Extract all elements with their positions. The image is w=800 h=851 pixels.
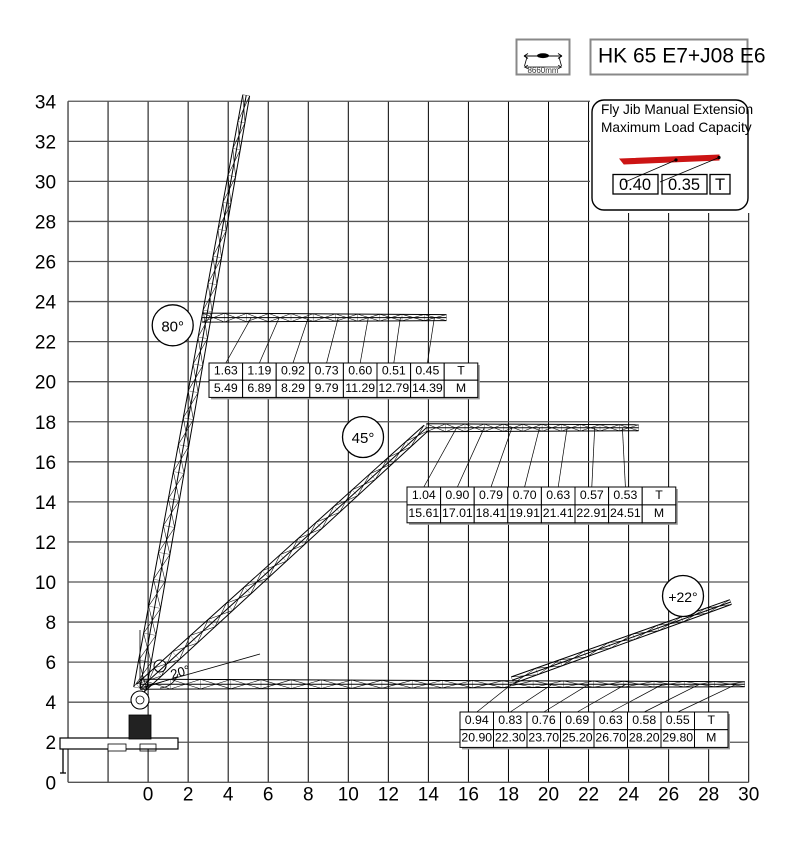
svg-text:18: 18: [35, 413, 56, 434]
svg-text:0.55: 0.55: [666, 713, 690, 727]
svg-text:12: 12: [378, 784, 399, 805]
svg-text:M: M: [706, 731, 716, 745]
svg-text:26.70: 26.70: [595, 731, 626, 745]
svg-text:8: 8: [45, 613, 56, 634]
svg-text:8: 8: [303, 784, 314, 805]
svg-text:0.79: 0.79: [479, 488, 503, 502]
svg-text:10: 10: [35, 573, 56, 594]
svg-text:Fly Jib Manual Extension: Fly Jib Manual Extension: [601, 102, 753, 117]
svg-text:29.80: 29.80: [662, 731, 693, 745]
svg-text:16: 16: [458, 784, 479, 805]
svg-text:23.70: 23.70: [528, 731, 559, 745]
svg-text:11.29: 11.29: [345, 381, 375, 395]
svg-text:28: 28: [35, 212, 56, 233]
svg-text:6: 6: [263, 784, 274, 805]
svg-text:8.29: 8.29: [281, 381, 305, 395]
svg-text:M: M: [654, 506, 664, 520]
svg-text:0: 0: [143, 784, 154, 805]
svg-text:0.40: 0.40: [619, 176, 651, 194]
svg-text:34: 34: [35, 92, 57, 113]
svg-text:15.61: 15.61: [408, 506, 439, 520]
svg-text:+22°: +22°: [668, 589, 697, 605]
svg-text:24: 24: [35, 293, 57, 314]
svg-text:0.63: 0.63: [599, 713, 623, 727]
svg-text:8660mm: 8660mm: [527, 66, 558, 75]
svg-text:T: T: [457, 364, 465, 378]
svg-text:30: 30: [35, 172, 56, 193]
svg-text:M: M: [456, 381, 466, 395]
svg-text:0.57: 0.57: [580, 488, 604, 502]
svg-text:20: 20: [35, 373, 56, 394]
svg-text:0.94: 0.94: [465, 713, 489, 727]
svg-text:32: 32: [35, 132, 56, 153]
svg-text:0.45: 0.45: [415, 364, 439, 378]
svg-text:0.60: 0.60: [348, 364, 372, 378]
svg-text:Maximum Load Capacity: Maximum Load Capacity: [601, 120, 752, 135]
svg-text:1.04: 1.04: [412, 488, 436, 502]
svg-text:0: 0: [45, 773, 56, 794]
svg-text:10: 10: [338, 784, 359, 805]
svg-text:4: 4: [45, 693, 56, 714]
svg-text:26: 26: [658, 784, 679, 805]
svg-text:14.39: 14.39: [412, 381, 443, 395]
svg-text:24.51: 24.51: [610, 506, 641, 520]
svg-text:28.20: 28.20: [629, 731, 660, 745]
svg-text:2: 2: [45, 733, 56, 754]
svg-text:18.41: 18.41: [476, 506, 507, 520]
svg-text:2: 2: [183, 784, 194, 805]
svg-text:9.79: 9.79: [315, 381, 339, 395]
svg-text:1.63: 1.63: [214, 364, 238, 378]
svg-text:20.90: 20.90: [461, 731, 492, 745]
svg-text:0.69: 0.69: [565, 713, 589, 727]
svg-text:25.20: 25.20: [562, 731, 593, 745]
svg-text:T: T: [707, 713, 715, 727]
svg-text:5.49: 5.49: [214, 381, 238, 395]
svg-text:14: 14: [35, 493, 57, 514]
svg-text:0.51: 0.51: [382, 364, 406, 378]
svg-text:22.30: 22.30: [495, 731, 526, 745]
svg-text:22: 22: [35, 333, 56, 354]
svg-text:0.90: 0.90: [445, 488, 469, 502]
svg-text:14: 14: [418, 784, 440, 805]
svg-text:12: 12: [35, 533, 56, 554]
svg-text:T: T: [715, 176, 725, 194]
svg-text:17.01: 17.01: [442, 506, 473, 520]
svg-text:6: 6: [45, 653, 56, 674]
svg-text:0.53: 0.53: [613, 488, 637, 502]
svg-text:0.63: 0.63: [546, 488, 570, 502]
svg-text:30: 30: [738, 784, 759, 805]
svg-text:80°: 80°: [161, 319, 184, 336]
svg-text:22.91: 22.91: [576, 506, 607, 520]
svg-text:22: 22: [578, 784, 599, 805]
svg-text:1.19: 1.19: [247, 364, 271, 378]
svg-text:0.70: 0.70: [513, 488, 537, 502]
svg-text:20: 20: [538, 784, 559, 805]
svg-text:4: 4: [223, 784, 234, 805]
svg-text:6.89: 6.89: [247, 381, 271, 395]
svg-text:0.76: 0.76: [532, 713, 556, 727]
svg-text:26: 26: [35, 253, 56, 274]
svg-text:0.83: 0.83: [498, 713, 522, 727]
svg-text:24: 24: [618, 784, 640, 805]
svg-text:19.91: 19.91: [509, 506, 540, 520]
svg-text:HK 65 E7+J08 E6: HK 65 E7+J08 E6: [598, 45, 766, 68]
svg-text:0.58: 0.58: [632, 713, 656, 727]
svg-text:28: 28: [698, 784, 719, 805]
svg-text:0.92: 0.92: [281, 364, 305, 378]
svg-text:12.79: 12.79: [378, 381, 409, 395]
svg-text:18: 18: [498, 784, 519, 805]
svg-text:21.41: 21.41: [543, 506, 574, 520]
svg-text:0.35: 0.35: [668, 176, 700, 194]
svg-text:0.73: 0.73: [315, 364, 339, 378]
svg-text:16: 16: [35, 453, 56, 474]
svg-text:45°: 45°: [352, 430, 375, 447]
svg-text:T: T: [655, 488, 663, 502]
